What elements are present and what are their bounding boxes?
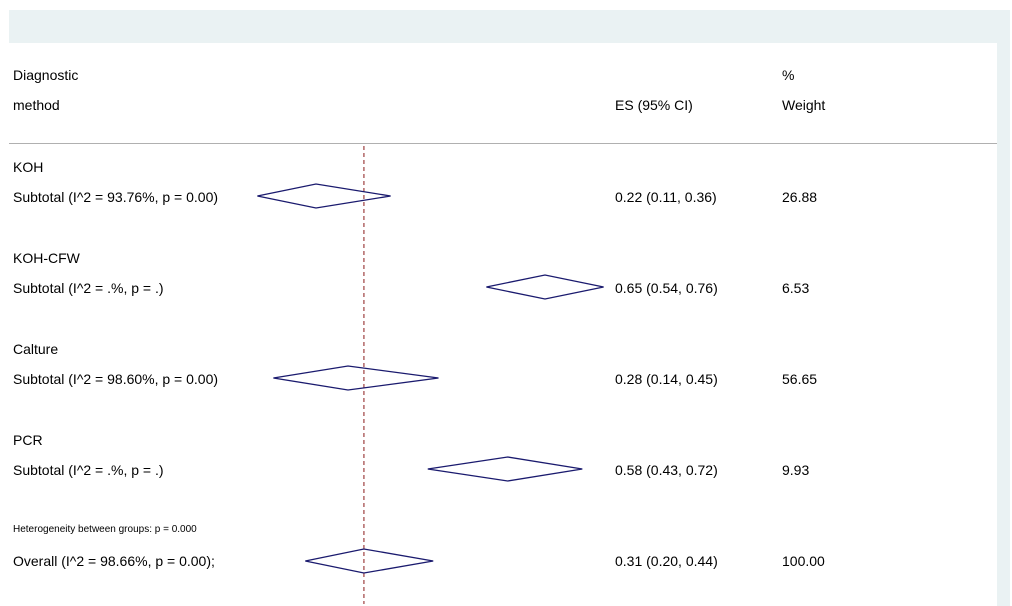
ci-text-calture: 0.28 (0.14, 0.45) [615,371,718,387]
weight-overall: 100.00 [782,553,825,569]
right-band [997,10,1010,606]
ci-text-overall: 0.31 (0.20, 0.44) [615,553,718,569]
header-es: ES (95% CI) [615,97,693,113]
header-weight-line2: Weight [782,97,826,113]
subtotal-label-calture: Subtotal (I^2 = 98.60%, p = 0.00) [13,371,219,387]
subtotal-label-koh-cfw: Subtotal (I^2 = .%, p = .) [13,280,164,296]
weight-koh: 26.88 [782,189,818,205]
subtotal-label-pcr: Subtotal (I^2 = .%, p = .) [13,462,164,478]
diamond-koh [257,183,391,209]
header-label-line2: method [13,97,60,113]
group-name-calture: Calture [13,341,59,357]
top-band [9,10,1010,43]
ci-text-pcr: 0.58 (0.43, 0.72) [615,462,718,478]
group-name-koh: KOH [13,159,44,175]
diamond-overall [305,548,434,574]
weight-calture: 56.65 [782,371,818,387]
overall-label: Overall (I^2 = 98.66%, p = 0.00); [13,553,215,569]
weight-koh-cfw: 6.53 [782,280,810,296]
group-name-pcr: PCR [13,432,43,448]
diamond-koh-cfw [486,274,604,300]
subtotal-label-koh: Subtotal (I^2 = 93.76%, p = 0.00) [13,189,219,205]
heterogeneity-note: Heterogeneity between groups: p = 0.000 [13,524,197,535]
ci-text-koh-cfw: 0.65 (0.54, 0.76) [615,280,718,296]
header-label-line1: Diagnostic [13,67,79,83]
group-name-koh-cfw: KOH-CFW [13,250,80,266]
diamond-pcr [427,456,583,482]
diamond-calture [273,365,439,391]
header-separator [9,143,997,144]
weight-pcr: 9.93 [782,462,810,478]
header-weight-line1: % [782,67,795,83]
ci-text-koh: 0.22 (0.11, 0.36) [615,189,717,205]
